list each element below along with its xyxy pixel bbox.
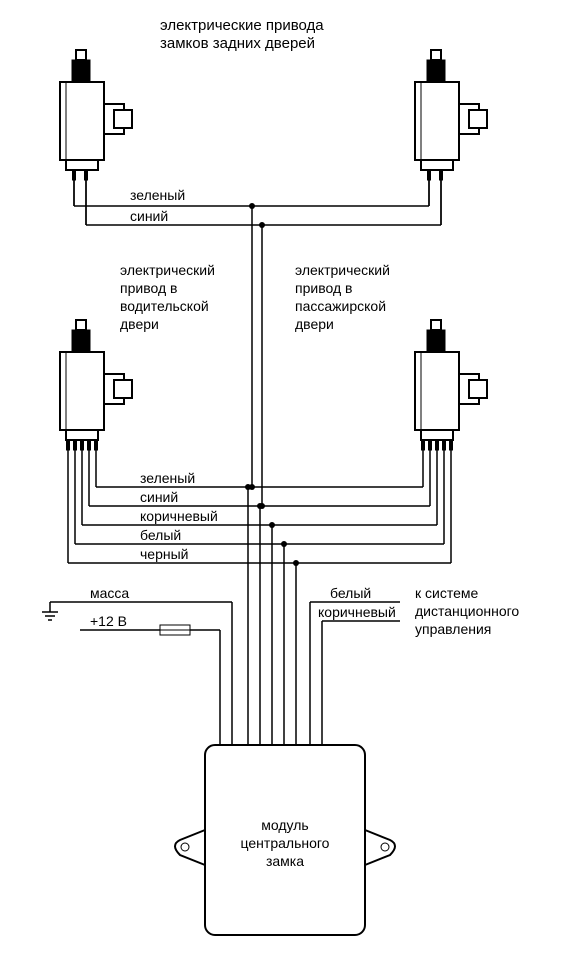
module-text1: модуль — [261, 817, 308, 833]
title-line2: замков задних дверей — [160, 35, 315, 52]
label-mass: масса — [90, 585, 129, 601]
fuse-icon — [160, 625, 190, 635]
wiring-diagram: электрические привода замков задних двер… — [0, 0, 584, 971]
label-pass1: электрический — [295, 262, 390, 278]
label-12v: +12 В — [90, 613, 127, 629]
ground-icon — [42, 602, 80, 620]
label-bus-blue: синий — [140, 489, 178, 505]
label-driver4: двери — [120, 316, 159, 332]
module-text2: центрального — [241, 835, 330, 851]
label-remote-white: белый — [330, 585, 371, 601]
label-driver1: электрический — [120, 262, 215, 278]
label-pass4: двери — [295, 316, 334, 332]
label-driver3: водительской — [120, 298, 209, 314]
label-green-top: зеленый — [130, 187, 185, 203]
actuator-front-right — [415, 320, 487, 450]
title-line1: электрические привода — [160, 17, 324, 34]
label-blue-top: синий — [130, 208, 168, 224]
label-bus-white: белый — [140, 527, 181, 543]
label-pass3: пассажирской — [295, 298, 386, 314]
actuator-rear-right — [415, 50, 487, 225]
label-remote1: к системе — [415, 585, 479, 601]
label-remote-brown: коричневый — [318, 604, 396, 620]
actuator-rear-left — [60, 50, 132, 225]
label-driver2: привод в — [120, 280, 177, 296]
actuator-front-left — [60, 320, 132, 450]
module-text3: замка — [266, 853, 304, 869]
label-bus-brown: коричневый — [140, 508, 218, 524]
label-remote2: дистанционного — [415, 603, 519, 619]
label-pass2: привод в — [295, 280, 352, 296]
label-remote3: управления — [415, 621, 491, 637]
label-bus-green: зеленый — [140, 470, 195, 486]
label-bus-black: черный — [140, 546, 188, 562]
